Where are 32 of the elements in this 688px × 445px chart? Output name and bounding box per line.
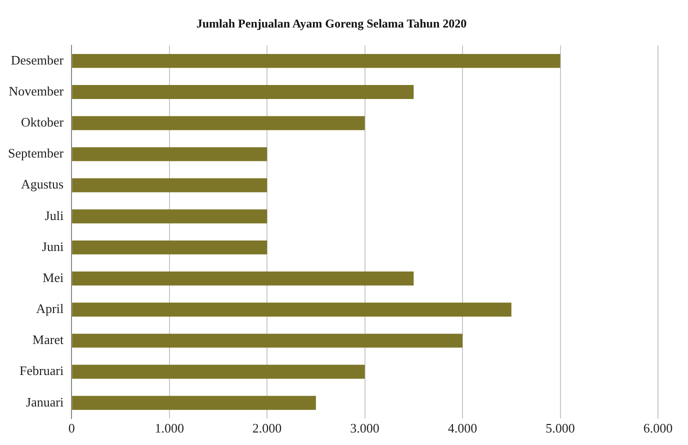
bar [72,178,268,192]
bar [72,364,365,379]
y-tick-label: November [8,83,64,98]
y-tick-label: Juli [44,208,64,223]
chart-title: Jumlah Penjualan Ayam Goreng Selama Tahun 2020 [196,16,467,30]
y-tick-label: April [36,301,64,316]
bar [72,302,512,317]
x-tick-label: 1.000 [154,420,184,436]
bar [72,209,268,224]
y-tick-label: Mei [42,270,64,285]
y-tick-label: Maret [32,332,64,348]
x-tick-label: 4.000 [448,420,478,436]
x-tick-label: 3.000 [350,420,380,436]
bar [72,116,365,130]
bar [72,272,414,286]
bar [72,334,463,348]
bar [72,54,560,68]
y-tick-label: Agustus [20,176,64,192]
y-tick-label: Januari [26,394,64,410]
bar [72,85,414,100]
y-tick-label: Juni [42,238,64,254]
y-tick-label: September [8,146,64,161]
y-tick-label: Desember [10,52,64,68]
bar [72,240,268,254]
x-tick-label: 5.000 [546,420,575,436]
x-tick-label: 0 [68,420,75,436]
bar [72,396,316,410]
y-tick-label: Oktober [20,114,64,130]
bar [72,147,268,162]
x-tick-label: 6.000 [643,420,673,436]
y-tick-label: Februari [20,363,64,378]
x-tick-label: 2.000 [252,420,282,436]
